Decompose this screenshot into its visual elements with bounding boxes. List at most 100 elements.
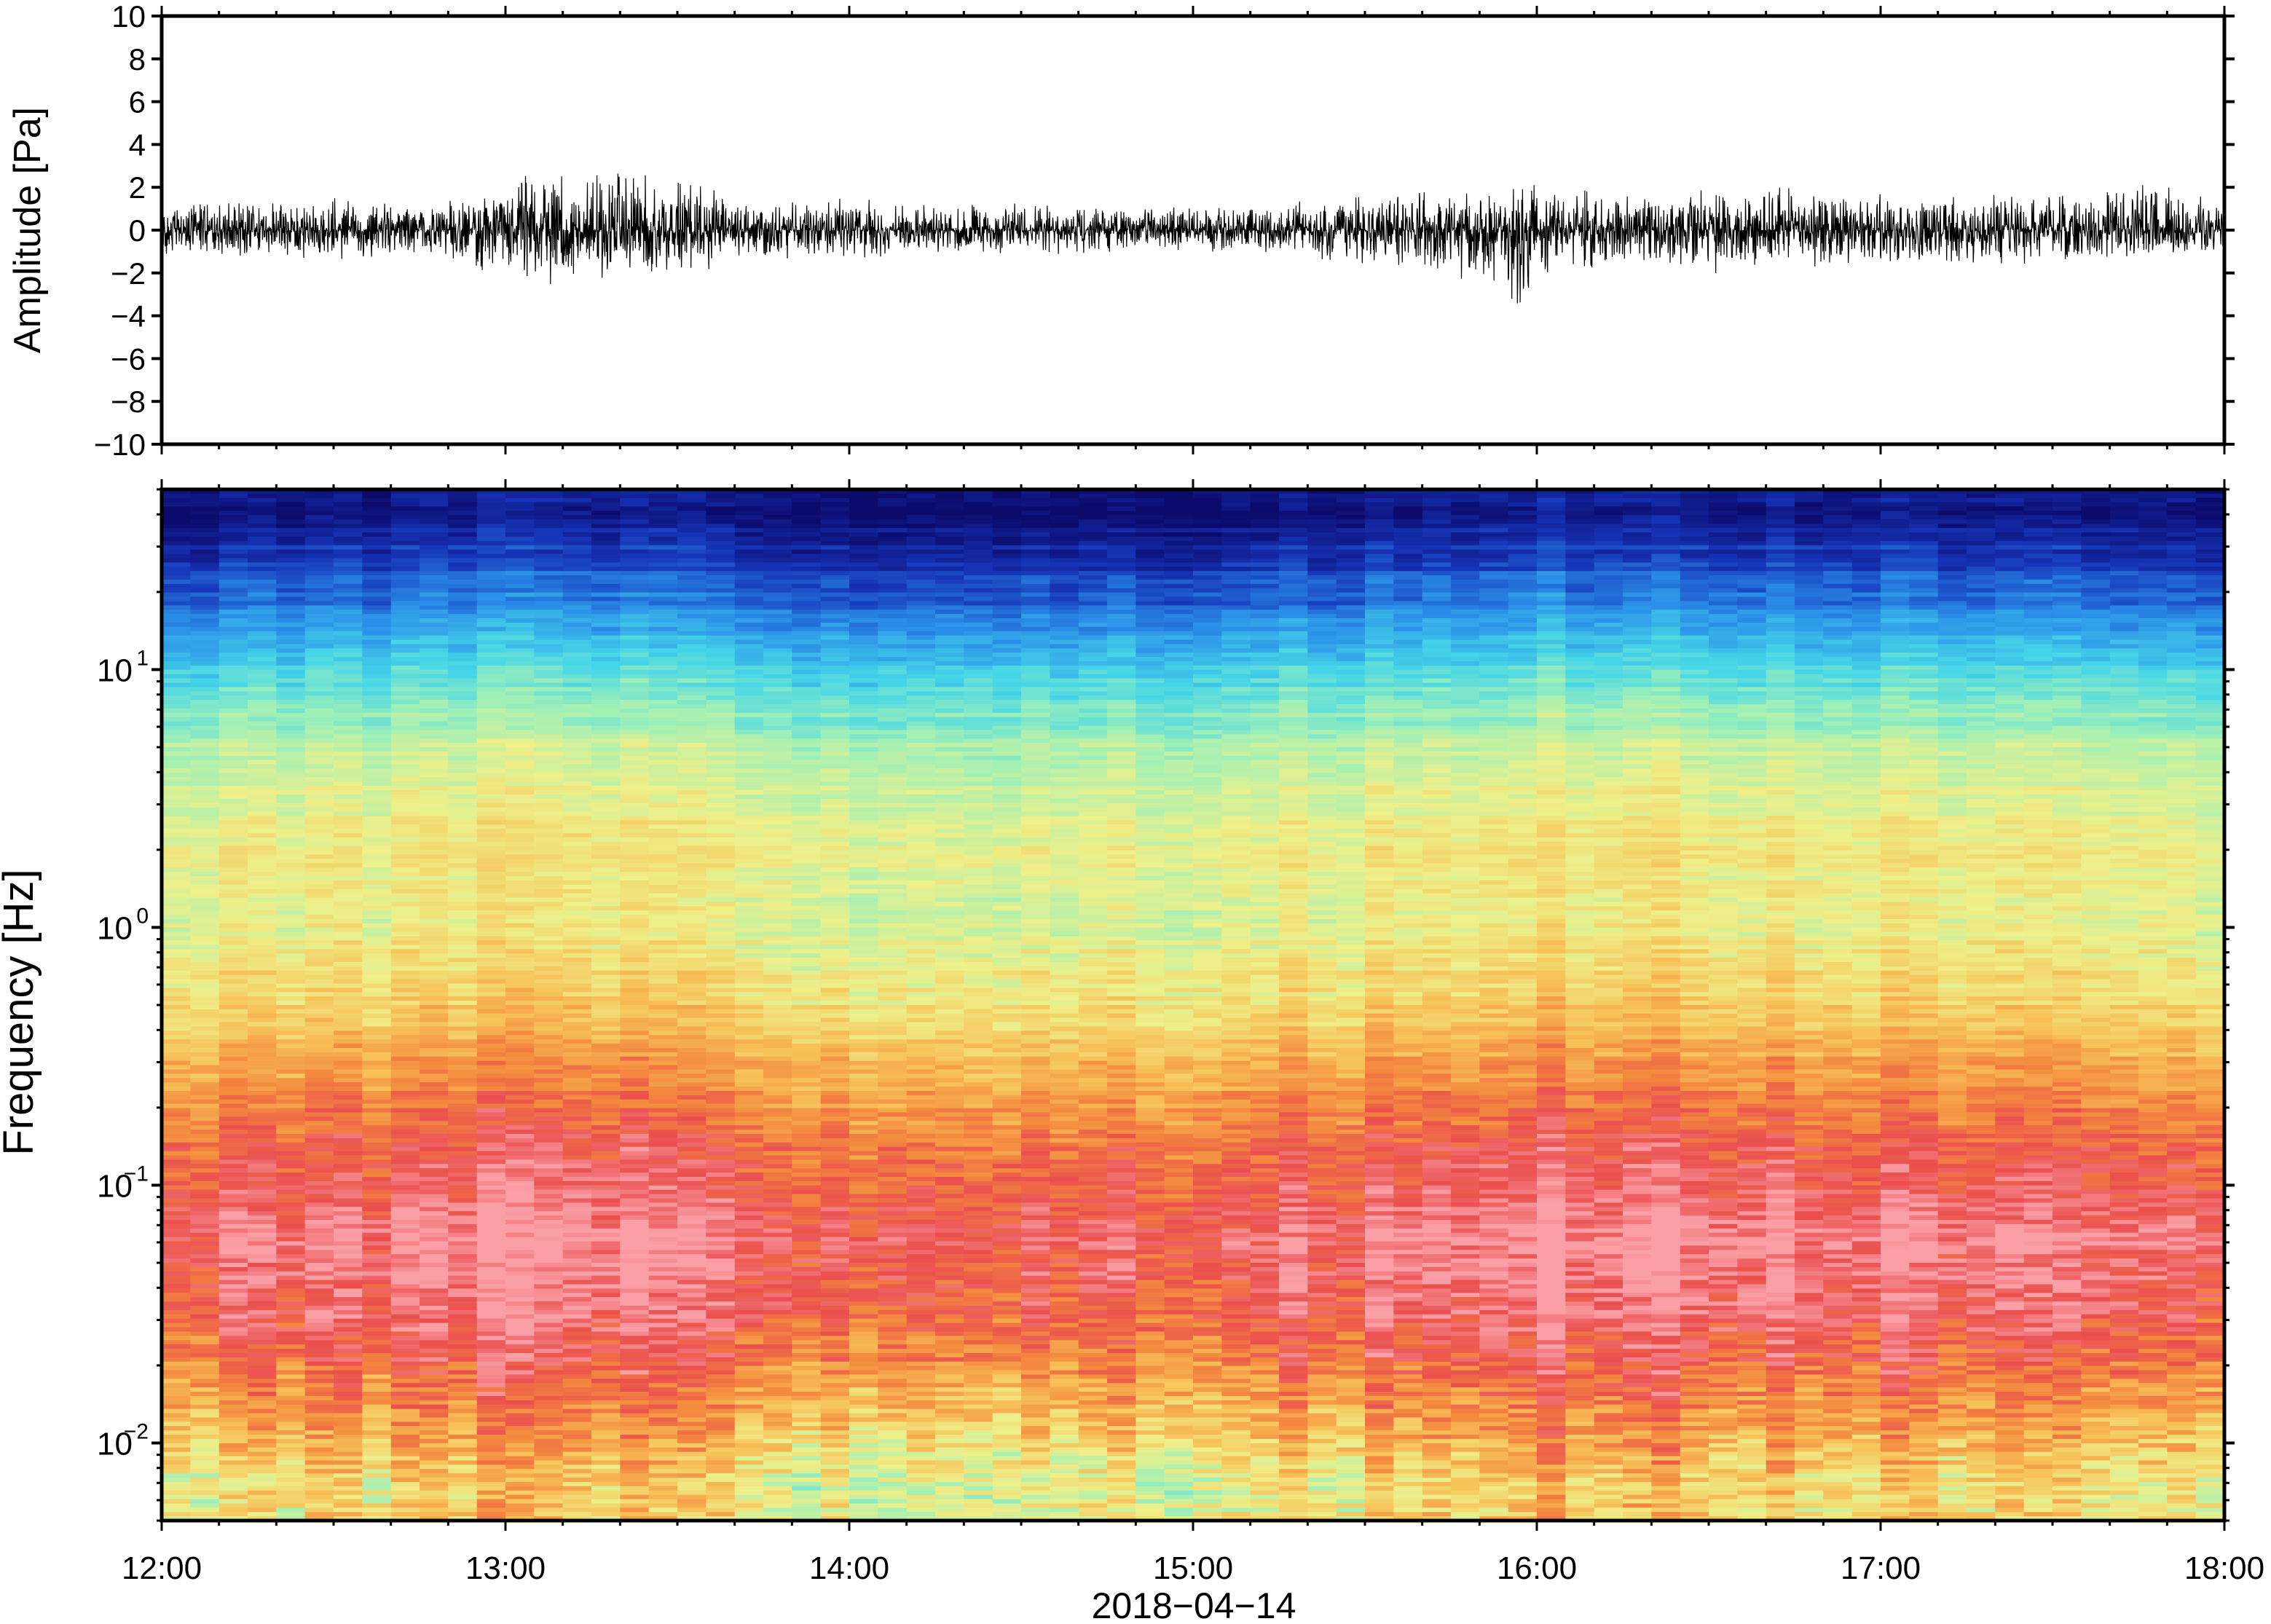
spectrogram-cell: [2023, 712, 2053, 718]
spectrogram-cell: [1050, 695, 1079, 701]
spectrogram-cell: [1021, 515, 1051, 521]
spectrogram-cell: [562, 738, 592, 744]
spectrogram-cell: [1881, 506, 1910, 512]
spectrogram-cell: [1737, 592, 1767, 598]
spectrogram-cell: [1107, 596, 1137, 602]
spectrogram-cell: [1164, 708, 1194, 714]
spectrogram-cell: [1451, 583, 1481, 589]
spectrogram-cell: [190, 536, 220, 542]
spectrogram-cell: [1279, 622, 1309, 628]
spectrogram-cell: [448, 532, 478, 537]
spectrogram-cell: [964, 644, 993, 650]
spectrogram-cell: [935, 553, 965, 559]
spectrogram-cell: [1336, 760, 1366, 765]
spectrogram-cell: [2167, 700, 2197, 705]
spectrogram-cell: [734, 605, 764, 610]
spectrogram-cell: [2138, 558, 2168, 564]
spectrogram-cell: [1279, 738, 1309, 744]
spectrogram-cell: [1623, 747, 1653, 752]
spectrogram-cell: [964, 708, 993, 714]
spectrogram-cell: [1680, 773, 1709, 779]
spectrogram-cell: [1078, 631, 1108, 636]
spectrogram-cell: [1680, 592, 1709, 598]
spectrogram-cell: [1565, 545, 1595, 551]
spectrogram-cell: [1709, 511, 1739, 516]
waveform-y-tick-label: 2: [129, 170, 146, 205]
spectrogram-cell: [334, 760, 363, 765]
spectrogram-cell: [276, 567, 306, 572]
spectrogram-cell: [276, 596, 306, 602]
spectrogram-cell: [677, 605, 707, 610]
spectrogram-cell: [1680, 730, 1709, 736]
spectrogram-cell: [591, 669, 621, 675]
spectrogram-cell: [162, 614, 192, 619]
spectrogram-cell: [2167, 618, 2197, 623]
spectrogram-cell: [1307, 665, 1337, 671]
spectrogram-cell: [2023, 773, 2053, 779]
spectrogram-cell: [648, 592, 678, 598]
spectrogram-cell: [476, 519, 506, 524]
spectrogram-cell: [2195, 579, 2224, 585]
spectrogram-cell: [1336, 674, 1366, 679]
spectrogram-cell: [448, 747, 478, 752]
spectrogram-cell: [476, 622, 506, 628]
spectrogram-cell: [448, 549, 478, 555]
spectrogram-cell: [1250, 704, 1280, 709]
spectrogram-cell: [304, 567, 334, 572]
spectrogram-cell: [1851, 532, 1881, 537]
spectrogram-cell: [1851, 497, 1881, 503]
spectrogram-cell: [763, 777, 793, 782]
spectrogram-cell: [1651, 639, 1681, 645]
spectrogram-cell: [219, 661, 248, 666]
spectrogram-cell: [1107, 532, 1137, 537]
spectrogram-cell: [1221, 755, 1251, 761]
spectrogram-cell: [677, 661, 707, 666]
spectrogram-cell: [505, 747, 535, 752]
spectrogram-cell: [362, 695, 392, 701]
spectrogram-cell: [1050, 755, 1079, 761]
spectrogram-cell: [878, 773, 908, 779]
spectrogram-cell: [162, 717, 192, 722]
spectrogram-cell: [992, 497, 1022, 503]
spectrogram-cell: [1623, 626, 1653, 632]
spectrogram-cell: [334, 734, 363, 739]
spectrogram-cell: [648, 768, 678, 774]
spectrogram-cell: [1651, 588, 1681, 594]
spectrogram-cell: [476, 773, 506, 779]
spectrogram-cell: [219, 596, 248, 602]
spectrogram-cell: [2081, 639, 2111, 645]
spectrogram-cell: [1737, 648, 1767, 653]
spectrogram-cell: [706, 614, 736, 619]
spectrogram-cell: [820, 691, 850, 696]
spectrogram-cell: [2109, 596, 2139, 602]
spectrogram-cell: [1995, 721, 2025, 727]
spectrogram-cell: [878, 687, 908, 693]
spectrogram-cell: [763, 502, 793, 508]
spectrogram-cell: [448, 515, 478, 521]
spectrogram-cell: [935, 657, 965, 662]
spectrogram-cell: [2167, 497, 2197, 503]
spectrogram-cell: [1594, 567, 1623, 572]
spectrogram-cell: [1136, 549, 1165, 555]
spectrogram-cell: [935, 558, 965, 564]
spectrogram-cell: [620, 648, 650, 653]
spectrogram-cell: [935, 502, 965, 508]
spectrogram-cell: [1451, 674, 1481, 679]
spectrogram-cell: [304, 773, 334, 779]
spectrogram-cell: [1937, 687, 1967, 693]
spectrogram-cell: [162, 764, 192, 770]
spectrogram-cell: [1107, 760, 1137, 765]
spectrogram-cell: [1594, 760, 1623, 765]
spectrogram-cell: [1050, 682, 1079, 688]
spectrogram-cell: [1565, 777, 1595, 782]
spectrogram-cell: [276, 489, 306, 494]
spectrogram-cell: [1021, 562, 1051, 567]
spectrogram-cell: [1193, 575, 1223, 580]
spectrogram-cell: [2138, 588, 2168, 594]
spectrogram-cell: [1393, 614, 1423, 619]
spectrogram-cell: [1479, 567, 1509, 572]
spectrogram-cell: [1881, 674, 1910, 679]
spectrogram-cell: [362, 738, 392, 744]
spectrogram-cell: [1307, 644, 1337, 650]
